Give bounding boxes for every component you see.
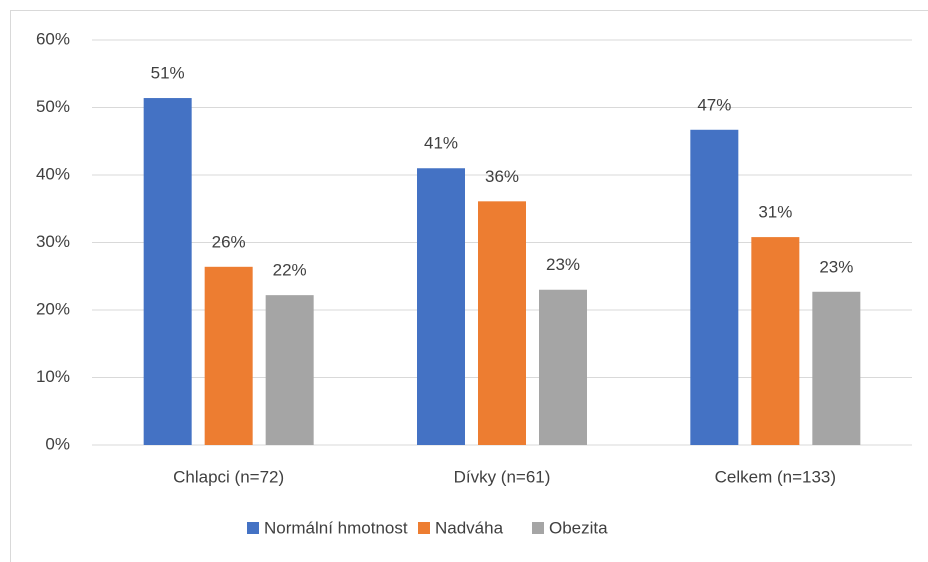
data-label: 22% — [273, 261, 307, 280]
y-tick-label: 60% — [36, 29, 70, 48]
bar — [751, 237, 800, 445]
y-tick-label: 40% — [36, 164, 70, 183]
bar — [204, 266, 253, 445]
data-label: 23% — [546, 255, 580, 274]
y-tick-label: 0% — [45, 434, 70, 453]
bar — [417, 168, 465, 445]
legend-swatch — [247, 522, 259, 534]
bar — [478, 201, 526, 445]
y-tick-label: 30% — [36, 232, 70, 251]
x-tick-label: Dívky (n=61) — [454, 467, 551, 486]
legend-label: Normální hmotnost — [264, 518, 408, 537]
bar — [812, 291, 861, 445]
data-label: 23% — [819, 257, 853, 276]
bar — [265, 295, 314, 445]
x-tick-label: Chlapci (n=72) — [173, 467, 284, 486]
data-label: 47% — [697, 95, 731, 114]
data-label: 51% — [151, 64, 185, 83]
legend-swatch — [532, 522, 544, 534]
y-tick-label: 20% — [36, 299, 70, 318]
data-label: 31% — [758, 203, 792, 222]
bar — [143, 98, 192, 446]
data-label: 26% — [212, 232, 246, 251]
y-tick-label: 50% — [36, 97, 70, 116]
chart-frame — [10, 10, 928, 562]
bar — [539, 289, 587, 445]
data-label: 36% — [485, 167, 519, 186]
data-label: 41% — [424, 134, 458, 153]
legend-swatch — [418, 522, 430, 534]
x-tick-label: Celkem (n=133) — [715, 467, 836, 486]
legend-label: Obezita — [549, 518, 608, 537]
legend-label: Nadváha — [435, 518, 504, 537]
y-tick-label: 10% — [36, 367, 70, 386]
bar — [690, 129, 739, 445]
